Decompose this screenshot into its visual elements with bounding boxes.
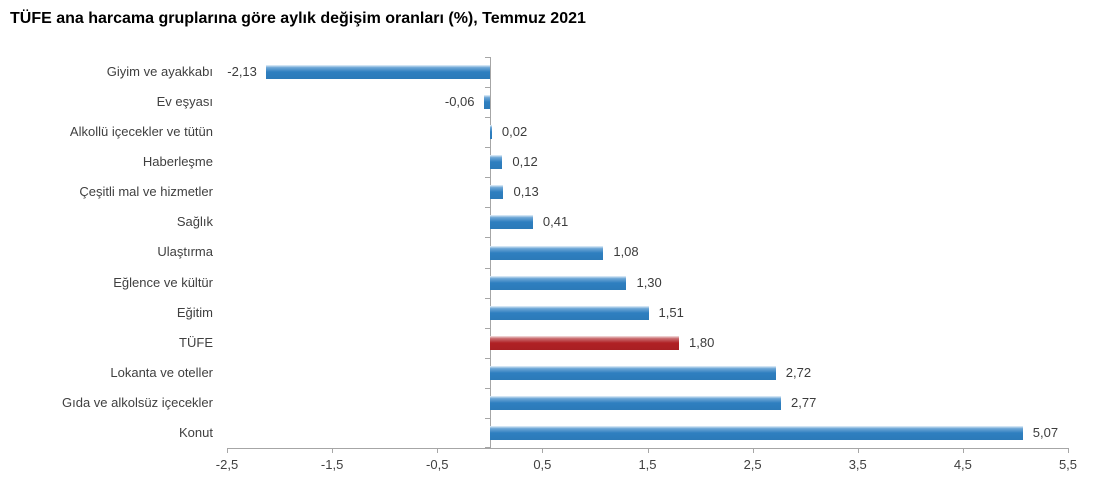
bar <box>489 125 492 140</box>
value-label: -2,13 <box>227 64 257 79</box>
bar <box>489 365 776 380</box>
x-axis-tick <box>227 448 228 453</box>
plot-area: -2,13 -0,06 0,02 0,12 0,13 0,41 1,08 1,30 1,51 1,… <box>227 57 1068 448</box>
category-label: Lokanta ve oteller <box>110 364 213 380</box>
x-tick-label: 3,5 <box>848 457 867 472</box>
y-axis-tick <box>484 147 490 148</box>
bar <box>489 185 504 200</box>
bar <box>489 275 627 290</box>
value-label: -0,06 <box>444 94 475 110</box>
value-label: 1,30 <box>636 274 662 290</box>
y-axis-tick <box>484 117 490 118</box>
y-axis-tick <box>484 298 490 299</box>
y-axis-tick <box>484 57 490 58</box>
value-label: 0,41 <box>542 214 569 230</box>
x-tick-label: 4,5 <box>953 457 972 472</box>
value-label: 5,07 <box>1032 424 1059 440</box>
x-axis-tick <box>647 448 649 453</box>
y-axis-tick <box>484 207 490 208</box>
category-label: Eğitim <box>176 304 213 320</box>
value-label: 0,02 <box>501 124 528 140</box>
chart-title: TÜFE ana harcama gruplarına göre aylık d… <box>10 10 586 27</box>
x-tick-label: -0,5 <box>426 457 449 472</box>
x-axis-tick <box>962 448 964 453</box>
bar <box>265 65 490 80</box>
bar <box>489 335 680 350</box>
y-axis-tick <box>484 268 490 269</box>
y-axis-tick <box>484 358 490 359</box>
x-axis-tick <box>542 448 544 453</box>
category-label: Gıda ve alkolsüz içecekler <box>61 394 213 410</box>
value-label: 1,51 <box>658 304 684 320</box>
category-label: Haberleşme <box>142 154 213 170</box>
category-label: Eğlence ve kültür <box>113 274 213 290</box>
x-axis-tick <box>1068 448 1069 453</box>
y-axis-tick <box>484 388 490 389</box>
x-tick-label: 5,5 <box>1058 457 1078 472</box>
category-label: Sağlık <box>176 214 213 230</box>
y-axis-tick <box>484 418 490 419</box>
x-axis-tick <box>437 448 439 453</box>
x-axis-tick <box>857 448 859 453</box>
value-label: 0,12 <box>512 154 538 170</box>
value-label: 1,80 <box>689 334 715 350</box>
x-tick-label: 2,5 <box>743 457 762 472</box>
category-label: Alkollü içecekler ve tütün <box>69 124 213 140</box>
bar <box>483 95 490 110</box>
category-label: Giyim ve ayakkabı <box>106 64 213 79</box>
category-label: Ev eşyası <box>156 94 213 110</box>
x-tick-label: -2,5 <box>215 457 239 472</box>
x-tick-label: -1,5 <box>320 457 344 472</box>
value-label: 2,72 <box>785 364 812 380</box>
value-label: 2,77 <box>791 394 817 410</box>
value-label: 1,08 <box>613 244 639 260</box>
bar <box>489 245 604 260</box>
category-label: TÜFE <box>179 334 213 350</box>
category-label: Çeşitli mal ve hizmetler <box>79 184 213 200</box>
x-axis-tick <box>752 448 754 453</box>
x-axis: -2,5 -1,5 -0,5 0,5 1,5 2,5 3,5 4,5 5,5 <box>216 448 1077 488</box>
bar <box>489 305 649 320</box>
y-axis-tick <box>484 87 490 88</box>
bar <box>489 425 1023 440</box>
x-axis-tick <box>332 448 334 453</box>
bar <box>489 155 503 170</box>
y-axis-tick <box>484 237 490 238</box>
y-axis-tick <box>484 447 490 448</box>
x-tick-label: 1,5 <box>638 457 657 472</box>
category-label: Ulaştırma <box>157 244 213 260</box>
bar <box>489 395 781 410</box>
y-axis-tick <box>484 177 490 178</box>
category-axis: Giyim ve ayakkabı Ev eşyası Alkollü içecek… <box>0 57 213 448</box>
y-axis-tick <box>484 328 490 329</box>
bar <box>489 215 533 230</box>
value-label: 0,13 <box>513 184 539 200</box>
x-tick-label: 0,5 <box>533 457 552 472</box>
category-label: Konut <box>179 424 213 440</box>
